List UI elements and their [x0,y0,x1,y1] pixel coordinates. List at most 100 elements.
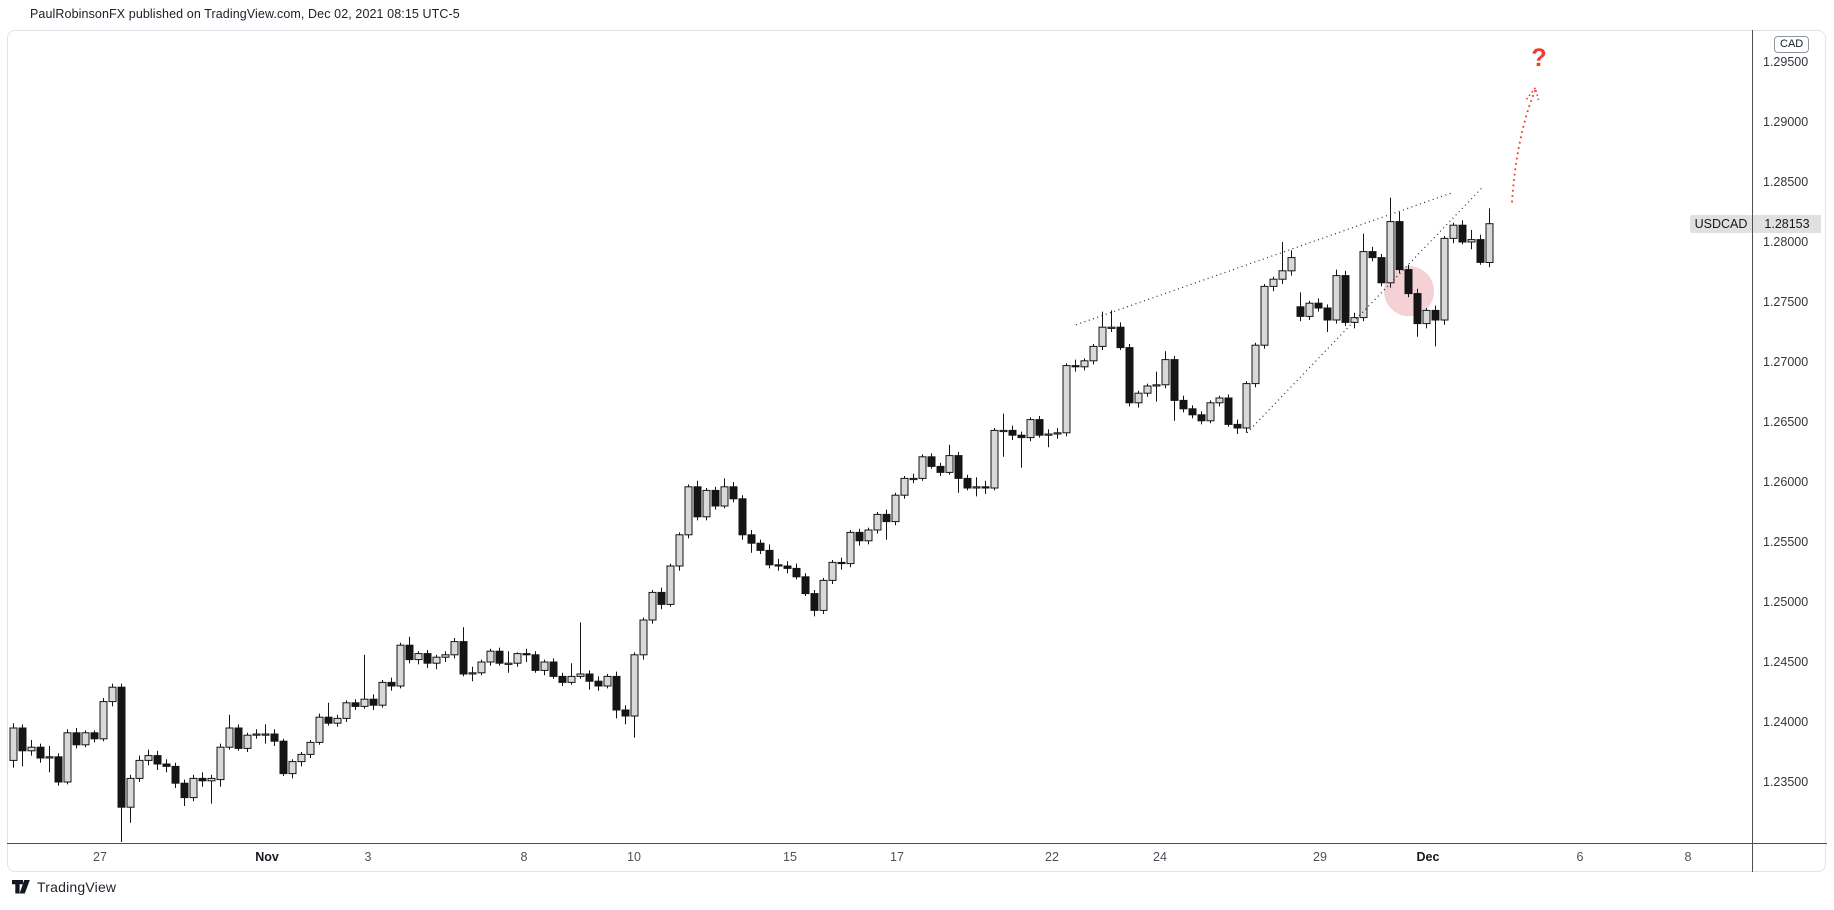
candle-down [621,709,630,717]
candle-up [1269,278,1278,287]
candle-up [918,456,927,479]
candle-up [477,661,486,674]
time-tick-label: 3 [364,850,372,864]
price-tick-label: 1.25000 [1763,595,1809,610]
candle-down [351,702,360,707]
candle-down [729,486,738,500]
candle-down [1179,399,1188,410]
candle-down [198,777,207,782]
candle-up [702,489,711,518]
candle-down [1125,347,1134,404]
candle-up [846,531,855,565]
candle-up [144,755,153,761]
candle-up [333,717,342,724]
price-axis-border [1752,30,1753,872]
price-tick-label: 1.28000 [1763,235,1809,250]
candle-down [1458,224,1467,243]
candle-up [45,756,54,759]
candle-up [414,653,423,661]
candle-down [405,644,414,661]
candle-down [747,534,756,544]
candle-up [567,675,576,683]
candle-up [576,673,585,677]
candle-up [1422,309,1431,325]
candle-up [486,650,495,663]
candle-down [657,591,666,605]
candle-down [423,653,432,664]
attribution-bar: PaulRobinsonFX published on TradingView.… [30,4,460,24]
projection-arrowhead [1525,85,1540,101]
projection-arrow-annotation [1511,87,1537,203]
candle-up [1449,224,1458,239]
candle-down [153,755,162,765]
candle-down [738,498,747,536]
candle-up [1278,270,1287,280]
candle-up [1107,326,1116,329]
price-tick-label: 1.24500 [1763,655,1809,670]
candle-down [981,486,990,489]
time-tick-label: 22 [1045,850,1059,864]
candle-down [765,549,774,566]
candle-down [783,565,792,569]
candle-up [909,477,918,481]
candle-up [63,732,72,783]
candle-up [873,513,882,531]
candle-down [270,733,279,742]
candle-down [117,686,126,808]
candle-down [1017,434,1026,439]
candle-down [36,746,45,759]
time-tick-label: Nov [255,850,279,864]
tradingview-brand-text: TradingView [37,879,117,895]
candle-up [1044,433,1053,436]
chart-frame [7,30,1826,872]
candle-down [774,564,783,567]
candle-down [558,675,567,683]
candle-down [954,455,963,479]
candle-down [324,716,333,724]
candle-up [1359,251,1368,319]
candle-up [1206,402,1215,422]
candle-down [171,765,180,784]
time-tick-label: 27 [93,850,107,864]
time-tick-label: 29 [1313,850,1327,864]
candle-down [801,576,810,595]
price-tick-label: 1.25500 [1763,535,1809,550]
candle-down [1296,306,1305,317]
candle-up [540,661,549,671]
price-tick-label: 1.27000 [1763,355,1809,370]
tradingview-logo[interactable]: TradingView [11,879,116,895]
candle-down [792,567,801,578]
candle-up [243,734,252,749]
price-tick-label: 1.28500 [1763,175,1809,190]
candle-down [369,698,378,706]
candle-up [441,654,450,658]
time-tick-label: Dec [1416,850,1440,864]
candle-down [279,740,288,775]
candle-down [1431,309,1440,321]
candle-down [585,673,594,682]
candle-down [594,680,603,687]
candle-up [1053,432,1062,435]
candle-down [495,650,504,664]
time-tick-label: 6 [1576,850,1584,864]
candle-down [1035,419,1044,436]
candle-down [810,593,819,611]
candle-up [864,529,873,542]
candle-down [936,465,945,473]
candle-down [693,486,702,518]
candle-down [855,531,864,542]
candle-up [99,701,108,740]
candle-up [315,716,324,743]
candle-up [288,761,297,775]
candle-up [1287,257,1296,272]
candle-up [639,619,648,656]
time-tick-label: 24 [1153,850,1167,864]
candle-up [135,759,144,779]
candle-up [675,534,684,567]
candle-down [549,661,558,677]
candle-up [999,429,1008,433]
attribution-text: PaulRobinsonFX published on TradingView.… [30,7,460,21]
candle-down [756,542,765,551]
candle-down [1188,408,1197,416]
